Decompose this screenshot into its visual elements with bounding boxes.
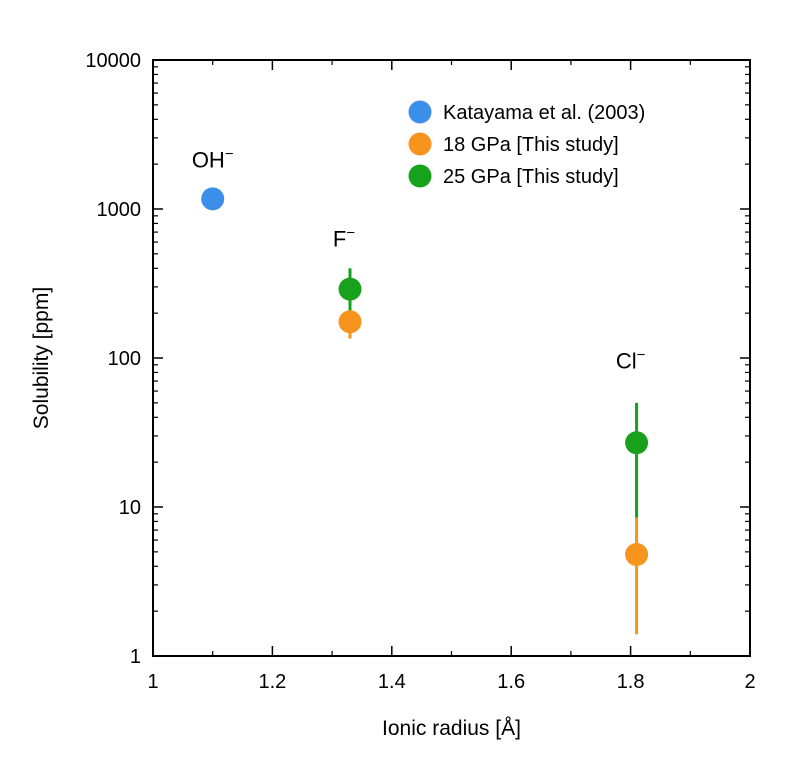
data-point — [338, 277, 362, 301]
ion-label: Cl− — [616, 347, 646, 374]
x-tick-label: 1.4 — [378, 671, 406, 693]
legend-entry: Katayama et al. (2003) — [443, 102, 645, 124]
y-tick-label: 1000 — [97, 199, 142, 221]
errorbar-layer — [348, 268, 639, 635]
legend-entry: 25 GPa [This study] — [443, 166, 619, 188]
data-point — [625, 431, 649, 455]
ion-label: F− — [333, 225, 355, 252]
x-tick-label: 1.6 — [497, 671, 525, 693]
x-tick-label: 2 — [744, 671, 755, 693]
points-layer — [201, 187, 649, 566]
x-tick-label: 1.2 — [258, 671, 286, 693]
y-tick-label: 100 — [108, 348, 141, 370]
x-tick-label: 1.8 — [617, 671, 645, 693]
legend-entry: 18 GPa [This study] — [443, 134, 619, 156]
plot-frame — [152, 59, 751, 657]
data-point — [625, 542, 649, 566]
y-tick-label: 10000 — [85, 50, 141, 72]
annotation-layer: OH− F− Cl− — [192, 145, 646, 373]
y-axis-label: Solubility [ppm] — [30, 287, 53, 429]
legend: Katayama et al. (2003) 18 GPa [This study… — [408, 100, 645, 188]
legend-marker — [408, 164, 432, 188]
ticks-layer: 1 1.2 1.4 1.6 1.8 2 1 10 100 1000 10000 — [85, 50, 755, 693]
y-tick-label: 10 — [119, 497, 141, 519]
x-tick-label: 1 — [147, 671, 158, 693]
data-point — [338, 310, 362, 334]
x-axis-label: Ionic radius [Å] — [382, 717, 521, 740]
legend-marker — [408, 100, 432, 124]
legend-marker — [408, 132, 432, 156]
data-point — [201, 187, 225, 211]
ion-label: OH− — [192, 145, 234, 172]
y-tick-label: 1 — [130, 646, 141, 668]
